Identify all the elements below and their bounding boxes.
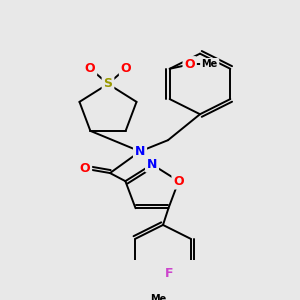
- Text: Me: Me: [202, 59, 218, 70]
- Text: O: O: [184, 58, 195, 71]
- Text: F: F: [164, 267, 173, 280]
- Text: N: N: [135, 145, 145, 158]
- Text: Me: Me: [150, 294, 166, 300]
- Text: S: S: [103, 77, 112, 90]
- Text: O: O: [85, 62, 95, 75]
- Text: O: O: [80, 162, 90, 175]
- Text: N: N: [147, 158, 157, 171]
- Text: O: O: [173, 175, 184, 188]
- Text: O: O: [121, 62, 131, 75]
